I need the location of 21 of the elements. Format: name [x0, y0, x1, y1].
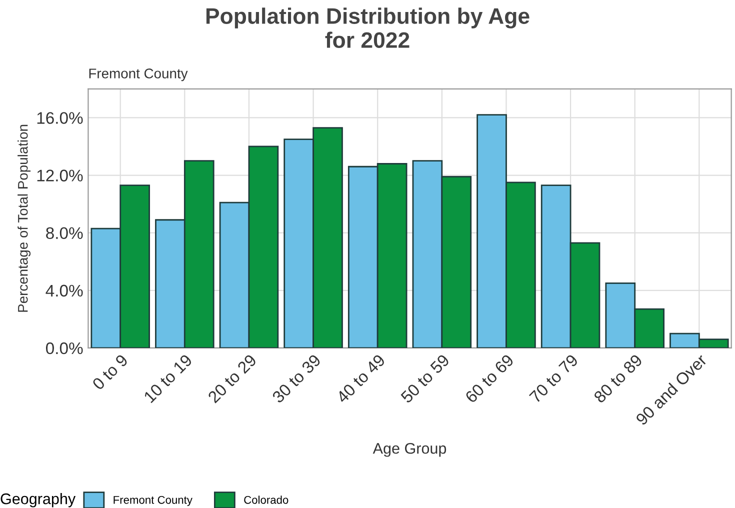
x-tick-label: 50 to 59 [400, 354, 450, 404]
legend-label: Colorado [244, 496, 288, 504]
legend-title: Geography [0, 493, 76, 508]
x-tick-label: 60 to 69 [464, 354, 514, 404]
x-tick-label: 80 to 89 [593, 354, 643, 404]
legend-label: Fremont County [114, 496, 192, 506]
x-axis-title: Age Group [372, 442, 446, 457]
y-tick-label: 16.0% [37, 112, 83, 124]
x-tick-label: 30 to 39 [271, 354, 322, 404]
y-tick-label: 8.0% [46, 227, 83, 240]
y-axis-title: Percentage of Total Population [18, 124, 31, 312]
y-tick-label: 12.0% [37, 170, 83, 182]
y-tick-label: 0.0% [46, 342, 83, 354]
chart-subtitle: Fremont County [89, 68, 188, 82]
x-tick-label: 40 to 49 [336, 354, 386, 404]
y-tick-label: 4.0% [46, 284, 83, 297]
chart-title: Population Distribution by Age for 2022 [206, 8, 530, 48]
x-tick-label: 70 to 79 [528, 354, 579, 404]
x-tick-label: 10 to 19 [143, 354, 193, 404]
x-tick-label: 20 to 29 [207, 354, 258, 404]
x-tick-label: 0 to 9 [92, 354, 128, 391]
